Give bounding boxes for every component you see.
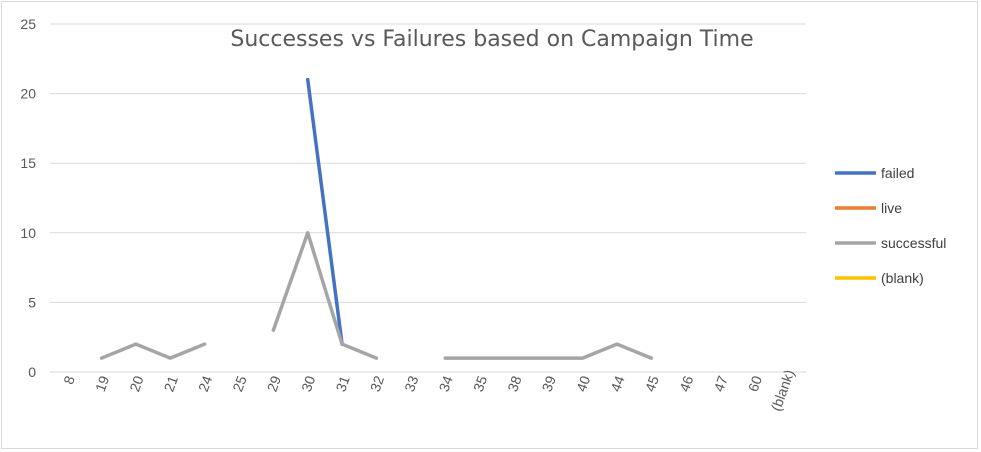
y-axis-ticks: 0 5 10 15 20 25 bbox=[20, 16, 36, 380]
series-segment bbox=[99, 342, 207, 360]
legend: failed live successful (blank) bbox=[835, 165, 946, 286]
series-segment bbox=[305, 77, 344, 346]
y-tick-label: 10 bbox=[20, 225, 36, 241]
x-tick-label: 30 bbox=[298, 373, 318, 393]
x-tick-label: 24 bbox=[195, 373, 215, 393]
x-tick-label: 47 bbox=[710, 373, 730, 393]
series-segment bbox=[271, 231, 379, 360]
x-tick-label: 34 bbox=[436, 373, 456, 393]
x-tick-label: 38 bbox=[504, 373, 524, 393]
legend-label: live bbox=[881, 200, 902, 216]
legend-label: (blank) bbox=[881, 270, 924, 286]
x-tick-label: 32 bbox=[367, 373, 387, 393]
x-tick-label: 20 bbox=[126, 373, 146, 393]
x-tick-label: 35 bbox=[470, 373, 490, 393]
series-segment bbox=[443, 342, 654, 360]
x-tick-label: 39 bbox=[539, 373, 559, 393]
x-tick-label: 8 bbox=[60, 373, 78, 386]
x-tick-label: 40 bbox=[573, 373, 593, 393]
x-axis-ticks: 8 19 20 21 24 25 29 30 31 32 33 34 35 38 39 40 44 45 46 47 6… bbox=[60, 367, 797, 413]
x-tick-label: 21 bbox=[161, 373, 181, 393]
x-tick-label: (blank) bbox=[768, 367, 798, 413]
legend-label: failed bbox=[881, 165, 914, 181]
y-tick-label: 25 bbox=[20, 16, 36, 32]
series-lines bbox=[99, 77, 654, 360]
x-tick-label: 31 bbox=[332, 373, 352, 393]
y-tick-label: 20 bbox=[20, 86, 36, 102]
x-tick-label: 33 bbox=[401, 373, 421, 393]
series-failed-line bbox=[305, 77, 344, 346]
legend-label: successful bbox=[881, 235, 946, 251]
chart-title: Successes vs Failures based on Campaign … bbox=[230, 27, 753, 52]
y-tick-label: 15 bbox=[20, 155, 36, 171]
x-tick-label: 25 bbox=[229, 373, 249, 393]
x-tick-label: 60 bbox=[745, 373, 765, 393]
x-tick-label: 44 bbox=[607, 373, 627, 393]
y-tick-label: 0 bbox=[28, 364, 36, 380]
x-tick-label: 29 bbox=[264, 373, 284, 393]
x-tick-label: 19 bbox=[92, 373, 112, 393]
x-tick-label: 45 bbox=[642, 373, 662, 393]
gridlines bbox=[50, 23, 806, 373]
series-successful-line bbox=[99, 231, 654, 360]
y-tick-label: 5 bbox=[28, 294, 36, 310]
x-tick-label: 46 bbox=[676, 373, 696, 393]
